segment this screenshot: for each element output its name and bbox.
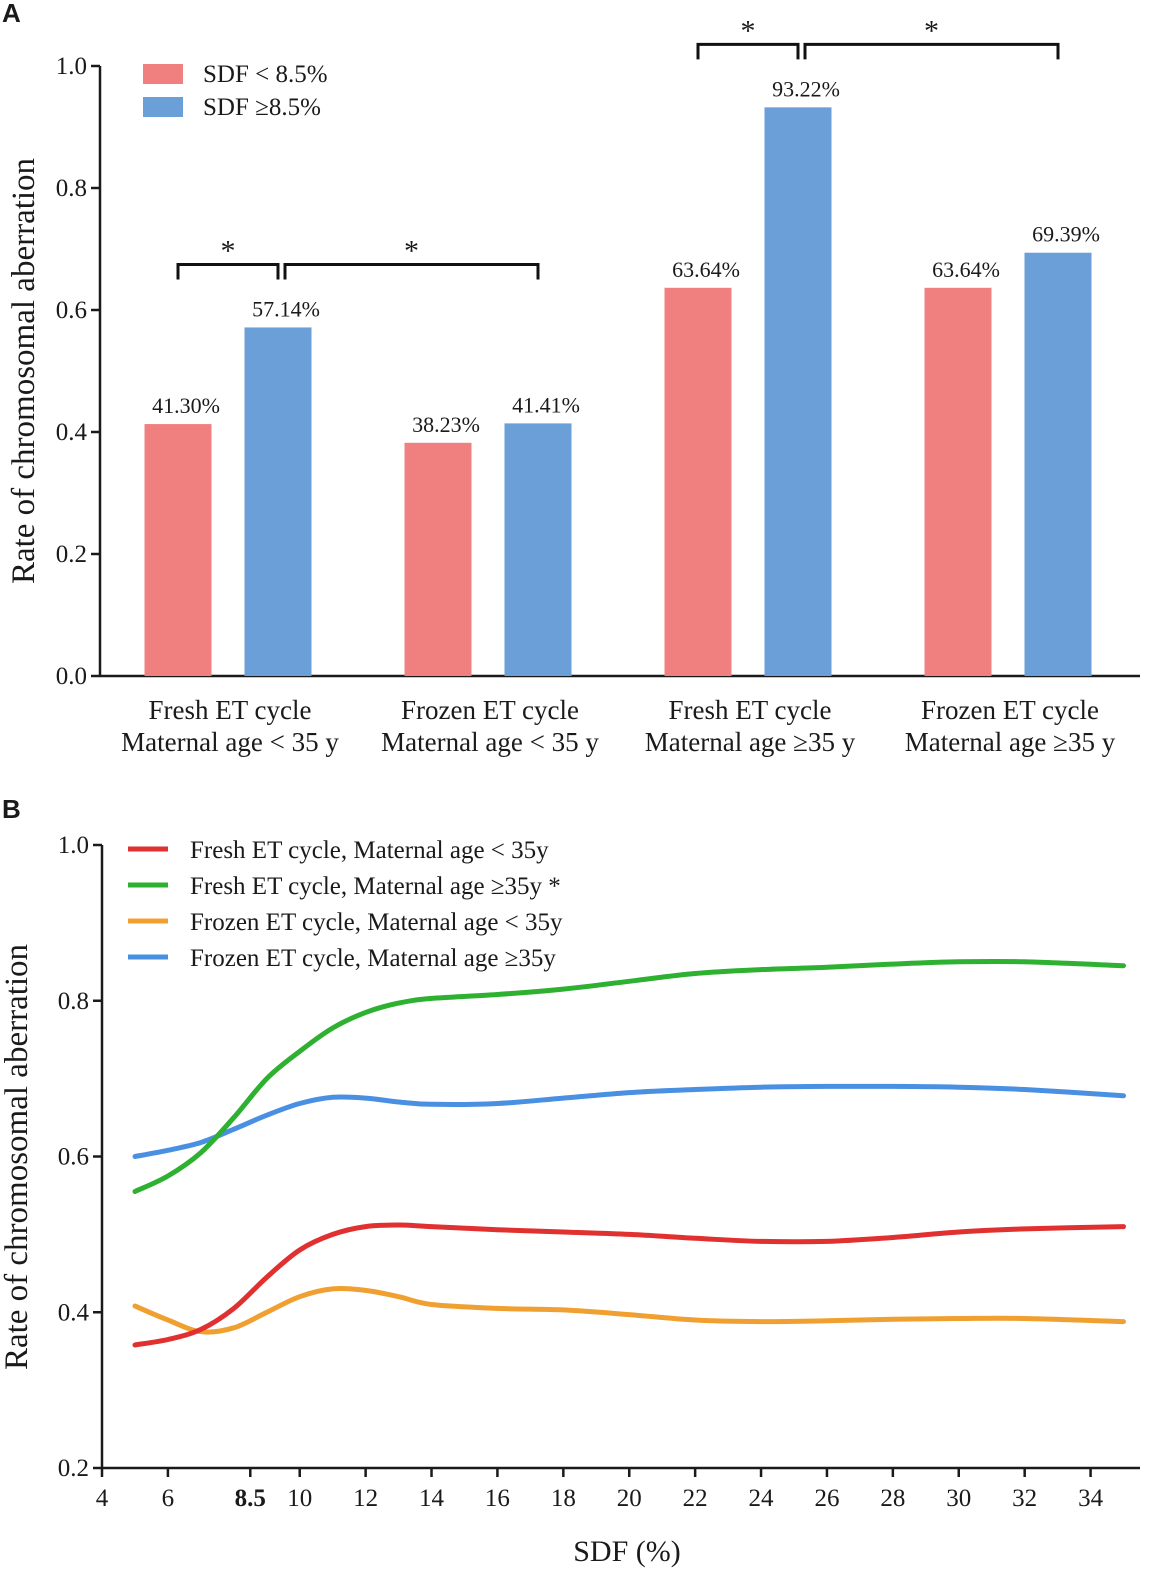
panel-b-x-tick-label: 18 [551, 1485, 576, 1512]
panel-a-data-label: 57.14% [252, 296, 320, 321]
panel-b-x-tick-label: 10 [287, 1485, 312, 1512]
panel-a-bar [404, 442, 472, 676]
panel-b-x-tick-label: 8.5 [235, 1485, 266, 1512]
panel-b-axes: 0.2 0.4 0.6 0.8 1.0 4 6 8.5 10 12 14 16 18 20 22 24 26 28… [58, 832, 1140, 1512]
panel-b-line-chart: 0.2 0.4 0.6 0.8 1.0 4 6 8.5 10 12 14 16 18 20 22 24 26 28… [0, 832, 1140, 1568]
panel-a-bar-chart: 0.0 0.2 0.4 0.6 0.8 1.0 41.30% 38.23% 63.64% 63.… [6, 14, 1140, 757]
panel-a-data-label: 41.41% [512, 392, 580, 417]
panel-a-category-label: Frozen ET cycle [921, 695, 1099, 725]
panel-a-bar [664, 287, 732, 676]
panel-a-bar [504, 423, 572, 676]
panel-a-bar [1024, 252, 1092, 676]
panel-a-bar [144, 424, 212, 676]
panel-b-x-tick-label: 4 [96, 1485, 109, 1512]
panel-a-y-tick-label: 0.2 [56, 541, 87, 568]
panel-b-x-tick-label: 20 [617, 1485, 642, 1512]
panel-a-significance-bracket [803, 42, 1060, 60]
panel-a-legend-swatch [143, 64, 183, 84]
panel-b-x-tick-label: 16 [485, 1485, 510, 1512]
panel-a-bars [144, 107, 1092, 676]
panel-a-y-tick-label: 0.0 [56, 663, 87, 690]
panel-b-x-tick-label: 30 [946, 1485, 971, 1512]
panel-a-significance-bracket [283, 262, 540, 280]
panel-a-y-tick-label: 0.8 [56, 175, 87, 202]
panel-a-data-labels: 41.30% 38.23% 63.64% 63.64% 57.14% 41.41% 93.2… [152, 76, 1100, 436]
panel-a-data-label: 63.64% [672, 257, 740, 282]
panel-b-x-tick-label: 24 [749, 1485, 775, 1512]
panel-a-significance-star: * [404, 234, 419, 267]
panel-b-legend-label: Fresh ET cycle, Maternal age ≥35y * [190, 873, 561, 900]
panel-a-y-tick-label: 1.0 [56, 53, 87, 80]
panel-a-data-label: 93.22% [772, 76, 840, 101]
panel-b-legend-label: Fresh ET cycle, Maternal age < 35y [190, 837, 549, 864]
panel-a-significance-brackets: * * * * [176, 14, 1060, 280]
panel-a-letter: A [2, 0, 21, 28]
panel-a-category-label: Maternal age < 35 y [121, 727, 339, 757]
panel-a-legend-swatch [143, 97, 183, 117]
panel-a-legend-label: SDF < 8.5% [203, 61, 328, 88]
panel-b-x-tick-label: 28 [880, 1485, 905, 1512]
panel-a-bar [924, 287, 992, 676]
panel-a-significance-bracket [176, 262, 280, 280]
panel-b-y-axis-label: Rate of chromosomal aberration [0, 944, 35, 1370]
panel-b-x-tick-label: 12 [353, 1485, 378, 1512]
panel-b-letter: B [2, 794, 21, 824]
panel-b-y-tick-label: 0.4 [58, 1299, 90, 1326]
panel-b-y-tick-label: 0.8 [58, 988, 89, 1015]
panel-b-x-tick-label: 22 [683, 1485, 708, 1512]
panel-b-x-tick-label: 14 [419, 1485, 445, 1512]
panel-b-legend: Fresh ET cycle, Maternal age < 35y Fresh … [128, 837, 563, 972]
panel-b-x-tick-label: 34 [1078, 1485, 1104, 1512]
panel-b-legend-label: Frozen ET cycle, Maternal age ≥35y [190, 945, 556, 972]
panel-b-legend-label: Frozen ET cycle, Maternal age < 35y [190, 909, 563, 936]
panel-b-y-tick-label: 0.6 [58, 1144, 89, 1171]
panel-a-significance-star: * [221, 234, 236, 267]
panel-a-legend: SDF < 8.5% SDF ≥8.5% [143, 61, 328, 121]
panel-a-significance-star: * [924, 14, 939, 47]
panel-a-data-label: 38.23% [412, 412, 480, 437]
panel-a-bar [244, 327, 312, 676]
panel-b-series-line [132, 1222, 1126, 1348]
panel-b-x-tick-label: 26 [814, 1485, 839, 1512]
panel-b-x-axis-label: SDF (%) [573, 1535, 681, 1568]
panel-b-y-tick-label: 0.2 [58, 1455, 89, 1482]
panel-a-y-tick-label: 0.6 [56, 297, 87, 324]
panel-a-y-tick-label: 0.4 [56, 419, 88, 446]
panel-b-lines [132, 958, 1126, 1348]
panel-a-category-label: Fresh ET cycle [669, 695, 832, 725]
panel-a-bar [764, 107, 832, 676]
panel-b-x-tick-label: 6 [162, 1485, 175, 1512]
panel-b-series-line [132, 1285, 1126, 1335]
panel-a-data-label: 69.39% [1032, 222, 1100, 247]
panel-a-category-label: Maternal age ≥35 y [905, 727, 1116, 757]
panel-a-category-label: Maternal age < 35 y [381, 727, 599, 757]
panel-b-y-tick-label: 1.0 [58, 832, 89, 859]
panel-a-significance-bracket [696, 42, 800, 60]
panel-a-legend-label: SDF ≥8.5% [203, 94, 321, 121]
panel-a-category-label: Maternal age ≥35 y [645, 727, 856, 757]
panel-a-significance-star: * [741, 14, 756, 47]
panel-a-category-label: Frozen ET cycle [401, 695, 579, 725]
panel-b-series-line [132, 958, 1126, 1194]
panel-a-category-label: Fresh ET cycle [149, 695, 312, 725]
panel-b-x-tick-label: 32 [1012, 1485, 1037, 1512]
panel-a-data-label: 63.64% [932, 257, 1000, 282]
panel-a-y-axis-label: Rate of chromosomal aberration [6, 158, 42, 584]
panel-b-series-line [132, 1083, 1126, 1159]
panel-a-data-label: 41.30% [152, 393, 220, 418]
